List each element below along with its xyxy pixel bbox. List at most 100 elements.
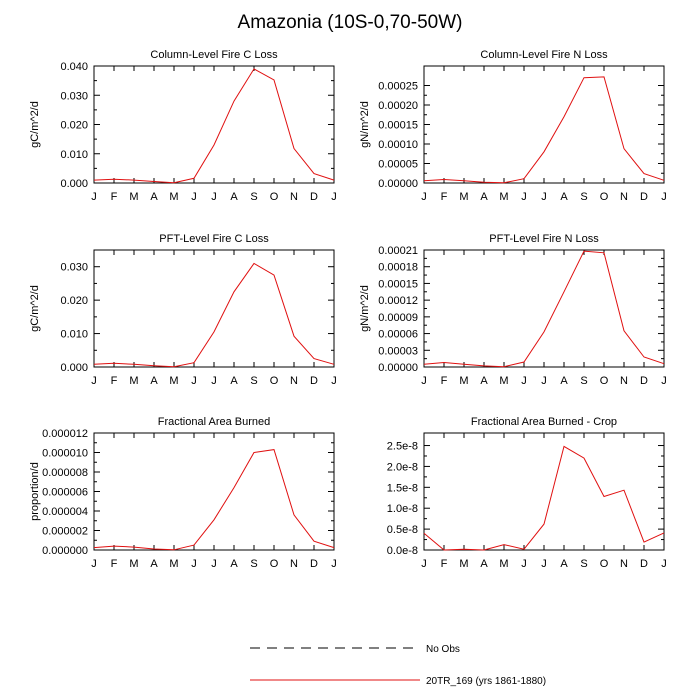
y-tick-label: 0.030 — [60, 262, 88, 274]
x-tick-label: O — [600, 191, 609, 203]
y-tick-label: 0.00021 — [378, 245, 418, 257]
x-tick-label: A — [230, 558, 238, 570]
y-tick-label: 0.000002 — [42, 526, 88, 538]
chart-title: PFT-Level Fire C Loss — [159, 233, 269, 245]
x-tick-label: S — [580, 191, 587, 203]
series-line — [423, 250, 665, 368]
y-tick-label: 0.00015 — [378, 120, 418, 132]
x-tick-label: J — [541, 191, 547, 203]
x-tick-label: D — [310, 191, 318, 203]
x-tick-label: F — [441, 558, 448, 570]
x-tick-label: M — [169, 375, 178, 387]
plot-frame — [93, 249, 335, 368]
x-tick-label: J — [661, 558, 667, 570]
x-tick-label: A — [560, 375, 568, 387]
x-tick-label: J — [541, 375, 547, 387]
y-tick-label: 0.00018 — [378, 262, 418, 274]
y-tick-label: 0.000008 — [42, 467, 88, 479]
y-tick-label: 0.00009 — [378, 312, 418, 324]
x-tick-label: J — [191, 558, 197, 570]
x-tick-label: M — [129, 375, 138, 387]
x-tick-label: A — [230, 191, 238, 203]
x-tick-label: J — [91, 375, 97, 387]
x-tick-label: D — [640, 558, 648, 570]
chart-title: PFT-Level Fire N Loss — [489, 233, 599, 245]
x-tick-label: J — [211, 375, 217, 387]
x-tick-label: O — [600, 375, 609, 387]
x-tick-label: A — [150, 375, 158, 387]
legend-label-no-obs: No Obs — [426, 644, 460, 655]
x-tick-label: M — [459, 558, 468, 570]
x-tick-label: N — [290, 191, 298, 203]
x-tick-label: J — [541, 558, 547, 570]
x-tick-label: A — [480, 375, 488, 387]
y-tick-label: 0.00010 — [378, 139, 418, 151]
x-tick-label: F — [111, 191, 118, 203]
figure-title: Amazonia (10S-0,70-50W) — [237, 12, 463, 33]
legend: No Obs 20TR_169 (yrs 1861-1880) — [250, 644, 546, 687]
x-tick-label: F — [441, 191, 448, 203]
x-tick-label: D — [310, 558, 318, 570]
y-tick-label: 0.00005 — [378, 159, 418, 171]
chart-title: Column-Level Fire C Loss — [150, 49, 278, 61]
y-axis-label: gC/m^2/d — [29, 101, 41, 148]
x-tick-label: N — [290, 375, 298, 387]
x-tick-label: M — [169, 191, 178, 203]
x-tick-label: D — [640, 191, 648, 203]
y-tick-label: 0.000012 — [42, 428, 88, 440]
y-tick-label: 0.000004 — [42, 506, 88, 518]
x-tick-label: O — [270, 375, 279, 387]
x-tick-label: F — [111, 375, 118, 387]
y-tick-label: 1.0e-8 — [387, 503, 418, 515]
x-tick-label: O — [600, 558, 609, 570]
y-tick-label: 0.000000 — [42, 545, 88, 557]
y-axis-label: proportion/d — [29, 462, 41, 521]
x-tick-label: J — [191, 375, 197, 387]
x-tick-label: M — [499, 375, 508, 387]
x-tick-label: J — [661, 375, 667, 387]
x-tick-label: O — [270, 558, 279, 570]
x-tick-label: J — [331, 558, 337, 570]
x-tick-label: A — [560, 191, 568, 203]
series-line — [423, 445, 665, 551]
y-tick-label: 0.000 — [60, 178, 88, 190]
series-line — [93, 449, 335, 551]
x-tick-label: J — [211, 191, 217, 203]
y-tick-label: 0.000010 — [42, 448, 88, 460]
x-tick-label: A — [150, 191, 158, 203]
x-tick-label: J — [331, 375, 337, 387]
x-tick-label: M — [459, 375, 468, 387]
x-tick-label: A — [480, 191, 488, 203]
series-line — [93, 68, 335, 184]
x-tick-label: J — [91, 558, 97, 570]
x-tick-label: J — [421, 558, 427, 570]
y-tick-label: 0.010 — [60, 329, 88, 341]
x-tick-label: A — [230, 375, 238, 387]
plot-frame — [423, 65, 665, 184]
x-tick-label: S — [250, 191, 257, 203]
y-tick-label: 0.00012 — [378, 295, 418, 307]
plot-frame — [93, 432, 335, 551]
x-tick-label: J — [661, 191, 667, 203]
plot-frame — [93, 65, 335, 184]
y-tick-label: 0.00025 — [378, 81, 418, 93]
y-tick-label: 2.5e-8 — [387, 441, 418, 453]
x-tick-label: N — [290, 558, 298, 570]
x-tick-label: J — [91, 191, 97, 203]
x-tick-label: D — [310, 375, 318, 387]
x-tick-label: N — [620, 558, 628, 570]
x-tick-label: S — [580, 375, 587, 387]
y-tick-label: 0.00020 — [378, 100, 418, 112]
y-tick-label: 0.00015 — [378, 278, 418, 290]
x-tick-label: J — [211, 558, 217, 570]
y-tick-label: 0.0e-8 — [387, 545, 418, 557]
y-tick-label: 2.0e-8 — [387, 461, 418, 473]
x-tick-label: A — [150, 558, 158, 570]
y-tick-label: 0.5e-8 — [387, 524, 418, 536]
y-tick-label: 0.00006 — [378, 329, 418, 341]
x-tick-label: F — [441, 375, 448, 387]
chart-title: Fractional Area Burned — [158, 416, 271, 428]
